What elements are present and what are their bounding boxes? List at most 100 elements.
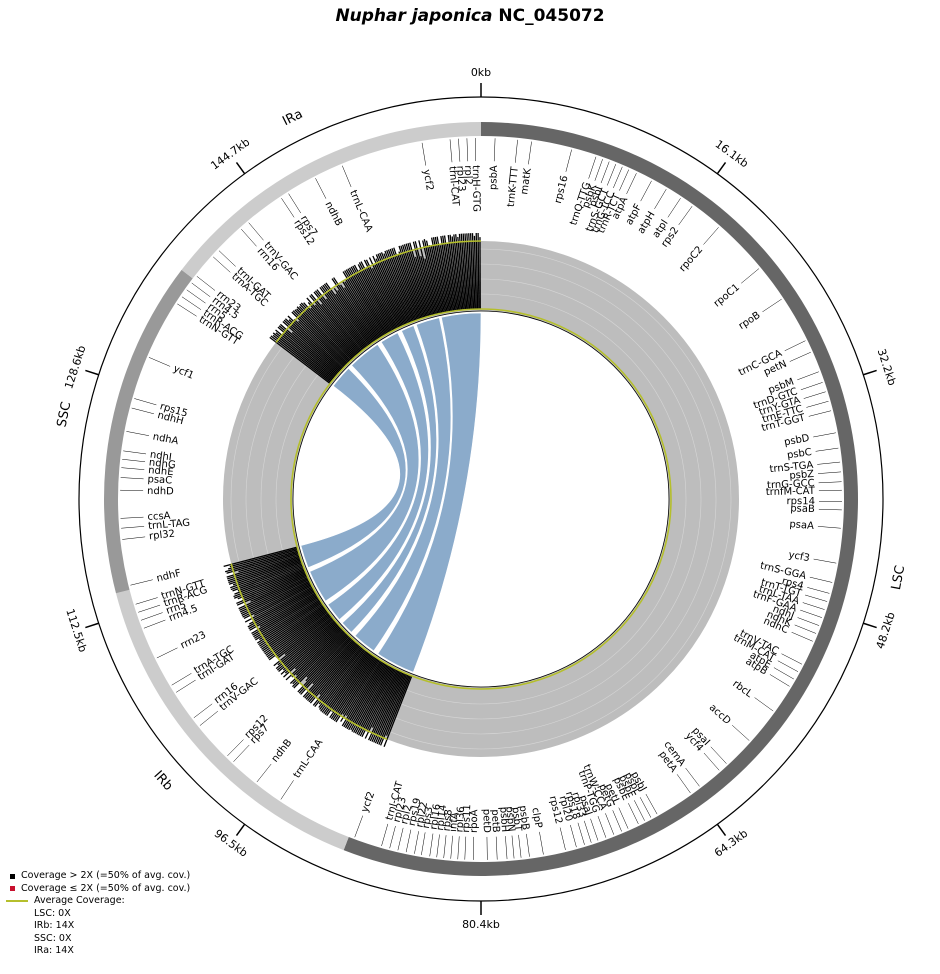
coverage-bar <box>425 240 443 314</box>
gene-label: rpl2 <box>399 804 414 826</box>
coverage-bar <box>318 648 365 708</box>
gene-label: psbC <box>786 447 812 461</box>
coverage-bar <box>409 242 431 317</box>
gene-leader <box>645 793 658 815</box>
gene-leader <box>256 763 272 783</box>
coverage-bar <box>233 569 305 599</box>
red-square-icon <box>10 886 15 892</box>
gene-leader <box>457 836 460 860</box>
coverage-bar <box>291 331 340 374</box>
gene-label: ndhE <box>148 465 174 478</box>
title-accession: NC_045072 <box>498 6 605 26</box>
coverage-bar <box>363 259 399 329</box>
coverage-bar <box>280 623 339 675</box>
coverage-bar <box>268 613 331 661</box>
gene-leader <box>676 774 691 794</box>
coverage-bar <box>439 245 452 312</box>
gene-label: trnH-GTG <box>470 165 482 212</box>
coverage-bar <box>345 660 382 717</box>
coverage-bar <box>248 588 315 625</box>
gene-leader <box>199 710 219 726</box>
coverage-bar <box>313 291 363 352</box>
region-label-ira: IRa <box>280 107 305 130</box>
coverage-bar <box>261 605 325 650</box>
gene-leader <box>813 558 837 564</box>
legend-avg: Average Coverage: <box>6 895 190 908</box>
gene-label: ycf2 <box>359 790 377 814</box>
coverage-bar <box>325 282 371 346</box>
coverage-bar <box>434 236 450 312</box>
gene-leader <box>449 139 453 163</box>
coverage-bar <box>253 587 314 621</box>
gene-leader <box>120 516 144 519</box>
coverage-bar <box>312 639 354 685</box>
coverage-bar <box>319 645 361 695</box>
coverage-bar <box>319 286 367 349</box>
coverage-bar <box>371 670 401 728</box>
gene-leader <box>389 825 396 849</box>
gene-leader <box>815 447 839 452</box>
coverage-bar <box>333 288 373 344</box>
coverage-bar <box>236 573 307 605</box>
coverage-bar <box>458 233 467 310</box>
gene-leader <box>731 725 750 741</box>
gene-leader <box>805 594 828 602</box>
coverage-bar <box>257 601 322 644</box>
gene-label: clpP <box>529 807 543 829</box>
coverage-bar <box>226 554 300 578</box>
legend-high: Coverage > 2X (=50% of avg. cov.) <box>6 870 190 883</box>
gene-leader <box>466 138 469 162</box>
gene-leader <box>577 822 585 845</box>
coverage-bar <box>466 233 472 310</box>
gene-leader <box>518 834 522 858</box>
gene-leader <box>802 602 825 610</box>
gene-leader <box>703 752 720 771</box>
coverage-background <box>223 241 739 757</box>
tick-mark <box>716 823 727 836</box>
coverage-bar <box>344 270 385 337</box>
legend: Coverage > 2X (=50% of avg. cov.) Covera… <box>6 870 190 958</box>
coverage-bar <box>318 647 364 705</box>
coverage-bar <box>329 654 374 719</box>
coverage-bar <box>299 303 353 361</box>
coverage-bar <box>310 307 356 358</box>
coverage-bar <box>430 245 446 313</box>
legend-high-label: Coverage > 2X (=50% of avg. cov.) <box>21 870 191 881</box>
tick-label: 96.5kb <box>212 827 250 860</box>
gene-leader <box>414 831 419 854</box>
coverage-bar <box>275 614 331 658</box>
coverage-bar <box>296 308 350 364</box>
gene-leader <box>600 161 610 184</box>
coverage-bar <box>371 267 401 328</box>
gene-leader <box>619 169 630 191</box>
coverage-bar <box>292 632 347 688</box>
gene-leader <box>710 746 727 764</box>
coverage-bar <box>373 672 405 743</box>
title-species: Nuphar japonica <box>335 6 493 26</box>
coverage-bar <box>330 655 375 720</box>
coverage-bar <box>326 653 372 717</box>
coverage-bar <box>344 662 385 729</box>
coverage-bar <box>239 577 309 611</box>
gene-leader <box>450 835 453 859</box>
gene-leader <box>803 391 826 399</box>
gene-label: rpl22 <box>414 801 430 829</box>
coverage-bar <box>383 675 413 747</box>
coverage-bar <box>340 659 381 722</box>
coverage-bar <box>277 615 332 659</box>
coverage-bar <box>277 618 335 666</box>
coverage-bar <box>284 318 342 371</box>
gene-leader <box>191 282 211 297</box>
gene-leader <box>315 178 327 199</box>
coverage-bar <box>358 262 395 331</box>
gene-label: rps8 <box>442 809 455 832</box>
coverage-gridline <box>275 293 687 705</box>
coverage-bar <box>251 594 318 635</box>
gene-label: psbD <box>783 433 810 449</box>
gene-leader <box>539 831 544 855</box>
coverage-bar <box>294 626 342 670</box>
coverage-bar <box>357 264 394 331</box>
coverage-bar <box>234 566 304 595</box>
coverage-bar <box>260 604 324 649</box>
